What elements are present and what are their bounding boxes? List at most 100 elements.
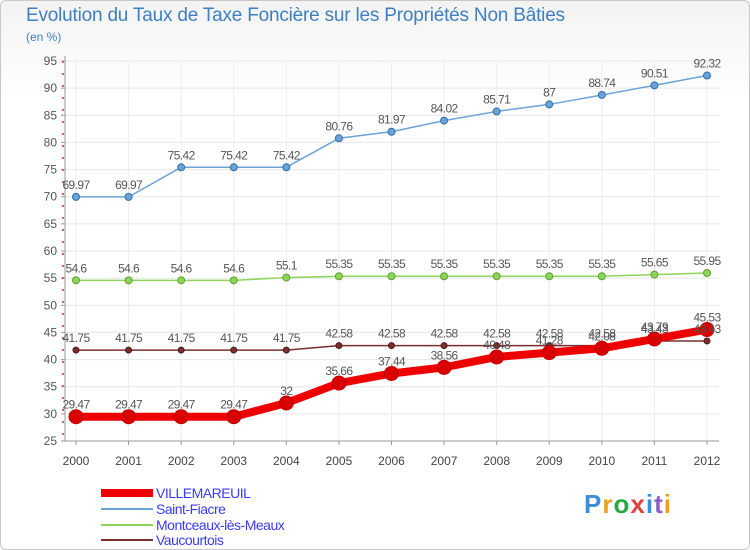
series-point-3 bbox=[125, 346, 133, 354]
series-point-0 bbox=[541, 345, 557, 361]
series-point-0 bbox=[278, 395, 294, 411]
x-tick-label: 2004 bbox=[273, 454, 300, 468]
axis-dot bbox=[62, 109, 64, 111]
series-point-0 bbox=[173, 409, 189, 425]
series-point-2 bbox=[440, 272, 449, 281]
data-label-1: 69.97 bbox=[115, 178, 143, 192]
axis-dot bbox=[62, 361, 64, 363]
series-point-1 bbox=[492, 107, 501, 116]
y-tick-label: 85 bbox=[44, 108, 58, 122]
x-tick-label: 2006 bbox=[378, 454, 405, 468]
series-point-2 bbox=[650, 270, 659, 279]
x-tick-label: 2002 bbox=[168, 454, 195, 468]
data-label-2: 55.35 bbox=[325, 257, 353, 271]
series-point-3 bbox=[230, 346, 238, 354]
axis-dot bbox=[62, 157, 64, 159]
data-label-1: 80.76 bbox=[325, 119, 353, 133]
data-label-0: 35.66 bbox=[325, 364, 353, 378]
data-label-0: 29.47 bbox=[168, 398, 196, 412]
x-tick-label: 2007 bbox=[431, 454, 458, 468]
y-tick-label: 60 bbox=[44, 244, 58, 258]
y-tick-label: 95 bbox=[44, 54, 58, 68]
series-point-2 bbox=[334, 272, 343, 281]
x-tick-label: 2009 bbox=[536, 454, 563, 468]
x-tick-label: 2001 bbox=[115, 454, 142, 468]
series-point-1 bbox=[229, 163, 238, 172]
data-label-2: 55.35 bbox=[588, 257, 616, 271]
series-point-0 bbox=[489, 349, 505, 365]
x-tick-label: 2000 bbox=[63, 454, 90, 468]
axis-dot bbox=[62, 421, 64, 423]
data-label-3: 42.58 bbox=[483, 327, 511, 341]
data-label-1: 84.02 bbox=[431, 102, 459, 116]
axis-dot bbox=[62, 289, 64, 291]
data-label-3: 43.43 bbox=[693, 322, 721, 336]
data-label-2: 55.35 bbox=[378, 257, 406, 271]
x-tick-label: 2011 bbox=[642, 454, 668, 468]
axis-dot bbox=[62, 253, 64, 255]
axis-dot bbox=[62, 373, 64, 375]
series-point-2 bbox=[545, 272, 554, 281]
series-point-0 bbox=[68, 409, 84, 425]
data-label-2: 54.6 bbox=[66, 261, 88, 275]
y-tick-label: 25 bbox=[44, 434, 58, 448]
axis-dot bbox=[62, 133, 64, 135]
series-point-2 bbox=[387, 272, 396, 281]
data-label-3: 43.43 bbox=[641, 322, 669, 336]
data-label-3: 42.58 bbox=[378, 327, 406, 341]
y-tick-label: 70 bbox=[44, 190, 58, 204]
axis-dot bbox=[62, 193, 64, 195]
data-label-1: 75.42 bbox=[168, 148, 196, 162]
data-label-1: 87 bbox=[543, 85, 556, 99]
series-point-3 bbox=[282, 346, 290, 354]
series-point-0 bbox=[331, 375, 347, 391]
data-label-1: 75.42 bbox=[273, 148, 301, 162]
data-label-3: 42.58 bbox=[431, 327, 459, 341]
data-label-2: 55.1 bbox=[276, 259, 298, 273]
series-point-2 bbox=[492, 272, 501, 281]
series-point-0 bbox=[121, 409, 137, 425]
axis-dot bbox=[62, 349, 64, 351]
series-point-1 bbox=[440, 116, 449, 125]
y-tick-label: 75 bbox=[44, 163, 58, 177]
proxiti-logo: Proxiti bbox=[584, 489, 672, 519]
axis-dot bbox=[62, 301, 64, 303]
data-label-3: 42.58 bbox=[588, 327, 616, 341]
series-point-3 bbox=[703, 337, 711, 345]
series-point-1 bbox=[650, 81, 659, 90]
x-tick-label: 2008 bbox=[483, 454, 510, 468]
x-tick-label: 2012 bbox=[694, 454, 721, 468]
axis-dot bbox=[62, 277, 64, 279]
data-label-3: 41.75 bbox=[115, 331, 143, 345]
axis-dot bbox=[62, 97, 64, 99]
data-label-1: 92.32 bbox=[693, 57, 721, 71]
y-tick-label: 45 bbox=[44, 325, 58, 339]
series-point-1 bbox=[124, 192, 133, 201]
axis-dot bbox=[62, 181, 64, 183]
data-label-2: 55.35 bbox=[431, 257, 459, 271]
data-label-1: 90.51 bbox=[641, 66, 669, 80]
data-label-0: 29.47 bbox=[220, 398, 248, 412]
data-label-2: 55.35 bbox=[536, 257, 564, 271]
data-label-1: 69.97 bbox=[62, 178, 90, 192]
axis-dot bbox=[62, 265, 64, 267]
legend-label-1: Saint-Fiacre bbox=[156, 501, 226, 517]
axis-dot bbox=[62, 61, 64, 63]
axis-dot bbox=[62, 73, 64, 75]
series-point-0 bbox=[699, 322, 715, 338]
axis-dot bbox=[62, 121, 64, 123]
chart-unit-label: (en %) bbox=[26, 30, 62, 44]
data-label-0: 40.48 bbox=[483, 338, 511, 352]
series-point-0 bbox=[436, 359, 452, 375]
data-label-2: 55.95 bbox=[693, 254, 721, 268]
axis-dot bbox=[62, 85, 64, 87]
series-point-0 bbox=[646, 331, 662, 347]
series-point-3 bbox=[493, 342, 501, 350]
data-label-3: 41.75 bbox=[62, 331, 90, 345]
series-point-0 bbox=[384, 365, 399, 381]
x-tick-label: 2010 bbox=[588, 454, 615, 468]
data-label-0: 29.47 bbox=[115, 398, 143, 412]
series-point-2 bbox=[703, 268, 711, 277]
y-tick-label: 55 bbox=[44, 271, 58, 285]
data-label-0: 41.28 bbox=[536, 334, 564, 348]
